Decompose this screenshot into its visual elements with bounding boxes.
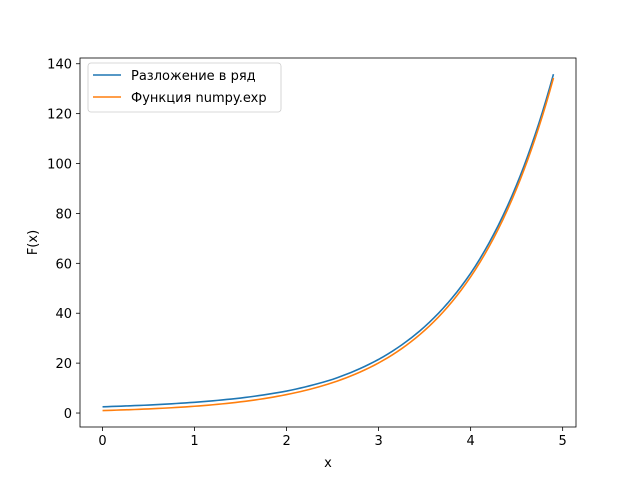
x-axis-ticks: 0 1 2 3 4 5 xyxy=(98,427,567,449)
y-tick-label: 120 xyxy=(47,108,72,123)
legend-label: Разложение в ряд xyxy=(131,69,256,84)
y-axis-label: F(x) xyxy=(26,230,41,255)
y-tick-label: 40 xyxy=(55,307,72,322)
y-tick-label: 80 xyxy=(55,207,72,222)
legend-box xyxy=(87,62,282,113)
x-tick-label: 1 xyxy=(190,434,198,449)
y-tick-label: 20 xyxy=(55,357,72,372)
legend-label: Функция numpy.exp xyxy=(131,91,267,106)
y-tick-label: 140 xyxy=(47,58,72,73)
x-tick-label: 2 xyxy=(282,434,290,449)
axes-frame xyxy=(79,57,577,428)
legend: Разложение в ряд Функция numpy.exp xyxy=(87,62,282,113)
x-tick-label: 3 xyxy=(374,434,382,449)
plot-area xyxy=(102,74,555,412)
series-line-2 xyxy=(102,77,555,412)
y-tick-label: 60 xyxy=(55,257,72,272)
x-tick-label: 4 xyxy=(466,434,474,449)
y-axis-ticks: 0 20 40 60 80 100 120 140 xyxy=(47,58,80,422)
y-tick-label: 0 xyxy=(64,407,72,422)
y-tick-label: 100 xyxy=(47,158,72,173)
series-line-1 xyxy=(102,74,555,408)
x-tick-label: 0 xyxy=(98,434,106,449)
x-tick-label: 5 xyxy=(559,434,567,449)
x-axis-label: x xyxy=(324,456,332,471)
